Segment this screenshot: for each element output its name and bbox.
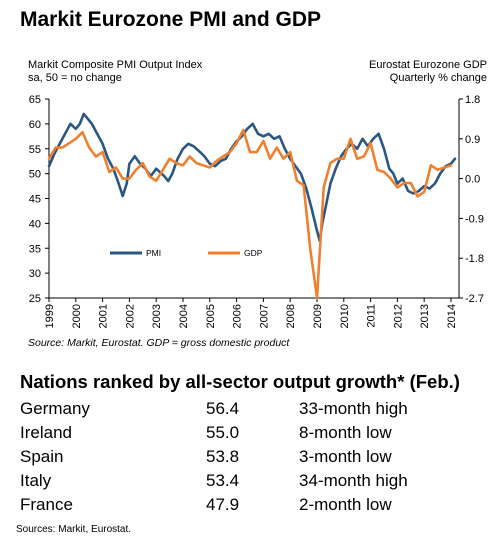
left-tick-label: 60: [29, 119, 41, 131]
right-tick-label: 0.9: [465, 134, 480, 146]
table-row: Italy 53.4 34-month high: [20, 471, 490, 493]
x-tick-label: 2005: [205, 304, 217, 328]
x-tick-label: 2013: [419, 304, 431, 328]
right-tick-label: -1.8: [465, 253, 484, 265]
left-tick-label: 25: [29, 293, 41, 305]
x-tick-label: 2012: [392, 304, 404, 328]
left-tick-label: 55: [29, 144, 41, 156]
left-axis-title-line2: sa, 50 = no change: [28, 72, 122, 84]
x-tick-label: 2003: [151, 304, 163, 328]
right-tick-label: -2.7: [465, 293, 484, 305]
right-tick-label: -0.9: [465, 213, 484, 225]
table-row: Ireland 55.0 8-month low: [20, 423, 490, 445]
nation-value: 55.0: [206, 423, 240, 442]
x-tick-label: 2011: [366, 304, 378, 328]
nation-name: Ireland: [20, 423, 72, 442]
legend-label-pmi: PMI: [146, 248, 161, 258]
left-axis-title: Markit Composite PMI Output Index sa, 50…: [28, 59, 202, 85]
table-row: Spain 53.8 3-month low: [20, 447, 490, 469]
x-tick-label: 2004: [178, 304, 190, 328]
table-row: Germany 56.4 33-month high: [20, 399, 490, 421]
right-tick-label: 1.8: [465, 94, 480, 106]
left-tick-label: 45: [29, 194, 41, 206]
nation-name: France: [20, 495, 73, 514]
x-tick-label: 2001: [98, 304, 110, 328]
nation-value: 56.4: [206, 399, 240, 418]
nation-value: 47.9: [206, 495, 240, 514]
nation-value: 53.8: [206, 447, 240, 466]
x-tick-label: 2002: [124, 304, 136, 328]
x-tick-label: 2008: [285, 304, 297, 328]
nation-note: 34-month high: [299, 471, 408, 490]
x-tick-label: 2010: [339, 304, 351, 328]
chart-source: Source: Markit, Eurostat. GDP = gross do…: [28, 337, 290, 349]
nation-note: 33-month high: [299, 399, 408, 418]
legend-label-gdp: GDP: [244, 248, 263, 258]
right-axis-title-line1: Eurostat Eurozone GDP: [368, 59, 487, 71]
left-tick-label: 35: [29, 243, 41, 255]
nation-name: Italy: [20, 471, 52, 490]
left-tick-label: 50: [29, 169, 41, 181]
x-tick-label: 2009: [312, 304, 324, 328]
series-line-gdp: [47, 128, 453, 300]
table-row: France 47.9 2-month low: [20, 495, 490, 517]
left-tick-label: 40: [29, 218, 41, 230]
right-axis-title: Eurostat Eurozone GDP Quarterly % change: [369, 59, 487, 85]
x-tick-label: 2006: [232, 304, 244, 328]
nation-name: Germany: [20, 399, 90, 418]
nation-name: Spain: [20, 447, 64, 466]
right-axis-title-line2: Quarterly % change: [389, 72, 487, 84]
table-title: Nations ranked by all-sector output grow…: [20, 371, 460, 392]
x-tick-label: 2000: [71, 304, 83, 328]
chart-title: Markit Eurozone PMI and GDP: [20, 8, 322, 31]
nation-value: 53.4: [206, 471, 240, 490]
nation-note: 3-month low: [299, 447, 392, 466]
nation-note: 2-month low: [299, 495, 392, 514]
left-tick-label: 65: [29, 94, 41, 106]
series-line-pmi: [47, 112, 457, 243]
left-tick-label: 30: [29, 268, 41, 280]
nation-note: 8-month low: [299, 423, 392, 442]
right-tick-label: 0.0: [465, 174, 480, 186]
x-tick-label: 2007: [258, 304, 270, 328]
x-tick-label: 1999: [44, 304, 56, 328]
left-axis-title-line1: Markit Composite PMI Output Index: [28, 59, 203, 71]
x-tick-label: 2014: [446, 304, 458, 328]
footer-sources: Sources: Markit, Eurostat.: [16, 524, 132, 535]
pmi-gdp-chart: 65 60 55 50 45 40 35 30 25 1.8 0.9 0.0 -0.9 -1.8 -2.7 1…: [29, 94, 484, 328]
